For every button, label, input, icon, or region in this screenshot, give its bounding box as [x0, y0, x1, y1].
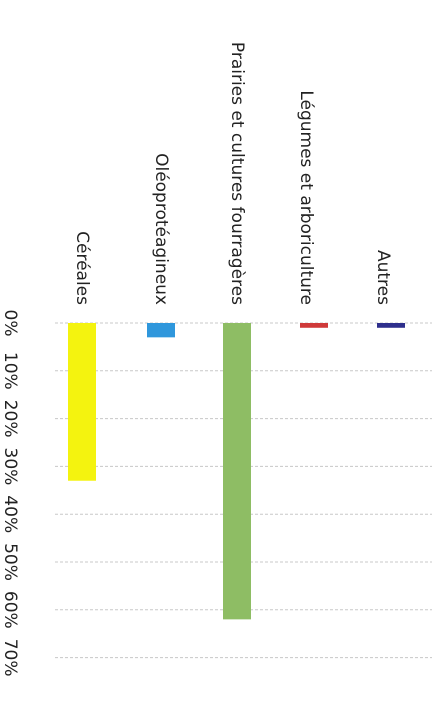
bar [223, 323, 251, 620]
value-tick-labels: 0% 10% 20% 30% 40% 50% 60% 70% [0, 310, 20, 677]
tick-label: 30% [0, 448, 20, 486]
bar [377, 323, 405, 328]
category-label: Autres [373, 250, 393, 305]
bar [68, 323, 96, 481]
category-label: Prairies et cultures fourragères [227, 42, 247, 305]
gridlines [55, 322, 432, 659]
tick-label: 0% [0, 310, 20, 337]
tick-label: 40% [0, 495, 20, 533]
tick-label: 20% [0, 400, 20, 438]
tick-label: 50% [0, 543, 20, 581]
tick-label: 60% [0, 591, 20, 629]
tick-label: 70% [0, 639, 20, 677]
bars [68, 323, 405, 620]
category-label: Légumes et arboriculture [296, 90, 316, 305]
category-labels: Céréales Oléoprotéagineux Prairies et cult… [72, 42, 393, 305]
bar [300, 323, 328, 328]
category-label: Oléoprotéagineux [151, 153, 171, 305]
bar [147, 323, 175, 338]
category-label: Céréales [72, 231, 92, 305]
tick-label: 10% [0, 352, 20, 390]
